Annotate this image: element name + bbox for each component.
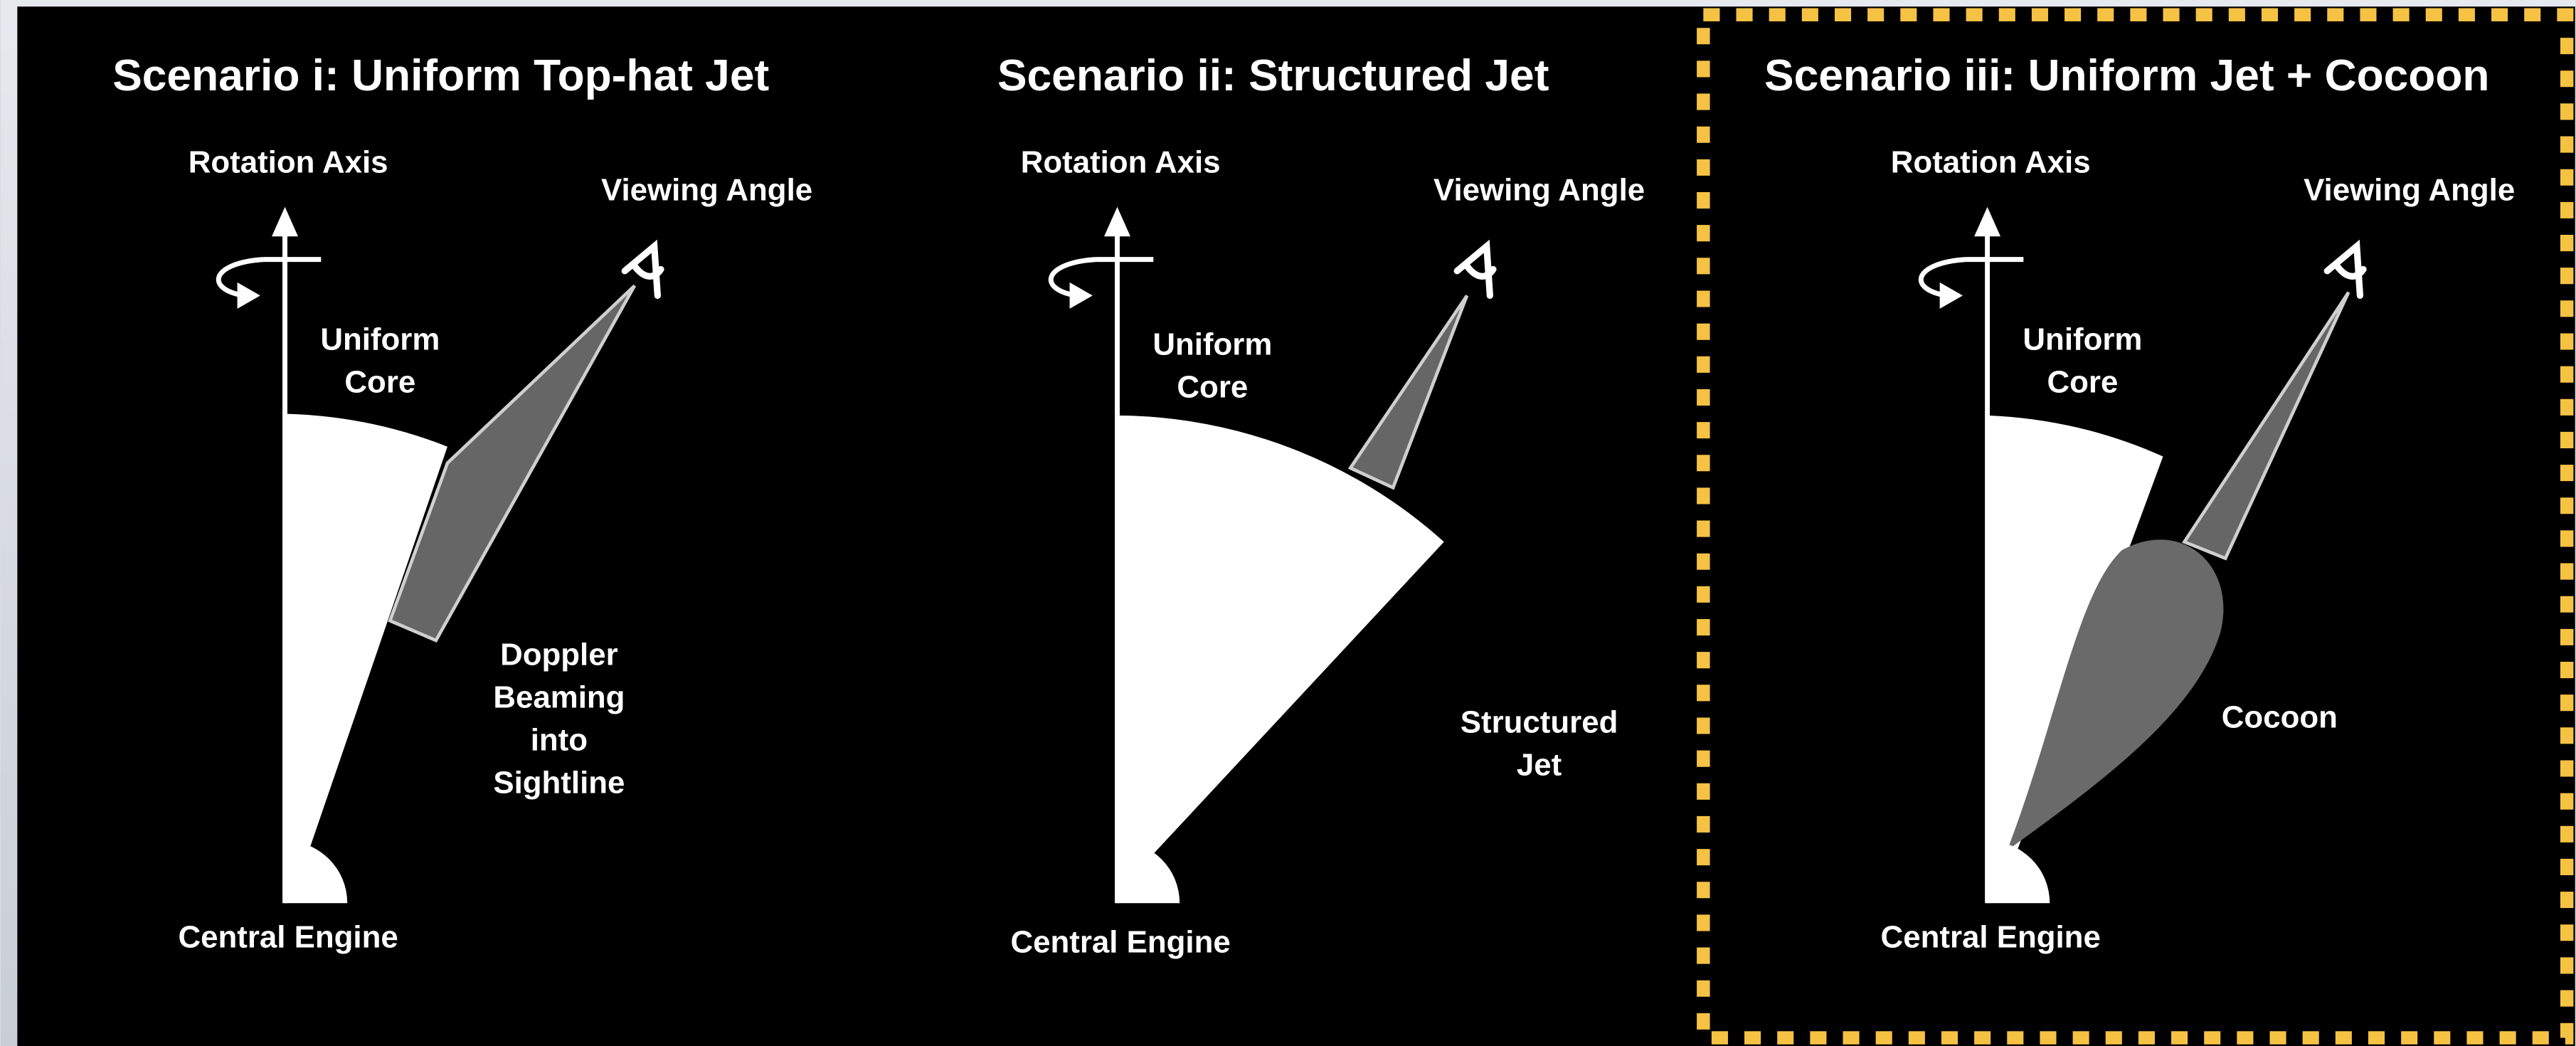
feature-label: Sightline [493, 766, 625, 801]
engine-label: Central Engine [178, 920, 398, 955]
feature-label: Beaming [493, 680, 625, 715]
core-label: Core [1177, 370, 1248, 405]
core-label: Core [344, 365, 415, 400]
panel-title: Scenario i: Uniform Top-hat Jet [112, 51, 769, 100]
page: {"panels": [ {"title": "Scenario i: Unif… [0, 0, 2576, 1046]
viewing-angle-label: Viewing Angle [1433, 173, 1645, 208]
core-label: Uniform [1152, 327, 1272, 362]
viewing-angle-label: Viewing Angle [601, 173, 812, 208]
feature-label: Doppler [500, 638, 618, 672]
rotation-axis-label: Rotation Axis [1021, 144, 1221, 179]
feature-label: Jet [1517, 747, 1562, 782]
panel-title: Scenario iii: Uniform Jet + Cocoon [1764, 51, 2489, 100]
rotation-axis-label: Rotation Axis [189, 144, 388, 179]
viewing-angle-label: Viewing Angle [2304, 173, 2515, 208]
core-label: Uniform [320, 322, 440, 357]
feature-label: Cocoon [2222, 699, 2338, 734]
core-label: Uniform [2023, 322, 2142, 357]
engine-label: Central Engine [1010, 925, 1230, 960]
panel-title: Scenario ii: Structured Jet [997, 51, 1549, 100]
core-label: Core [2047, 365, 2118, 400]
feature-label: into [531, 723, 588, 758]
rotation-axis-label: Rotation Axis [1891, 144, 2091, 179]
diagram: Scenario i: Uniform Top-hat Jet Rotation … [0, 0, 2576, 1046]
feature-label: Structured [1461, 704, 1618, 739]
engine-label: Central Engine [1881, 920, 2101, 955]
